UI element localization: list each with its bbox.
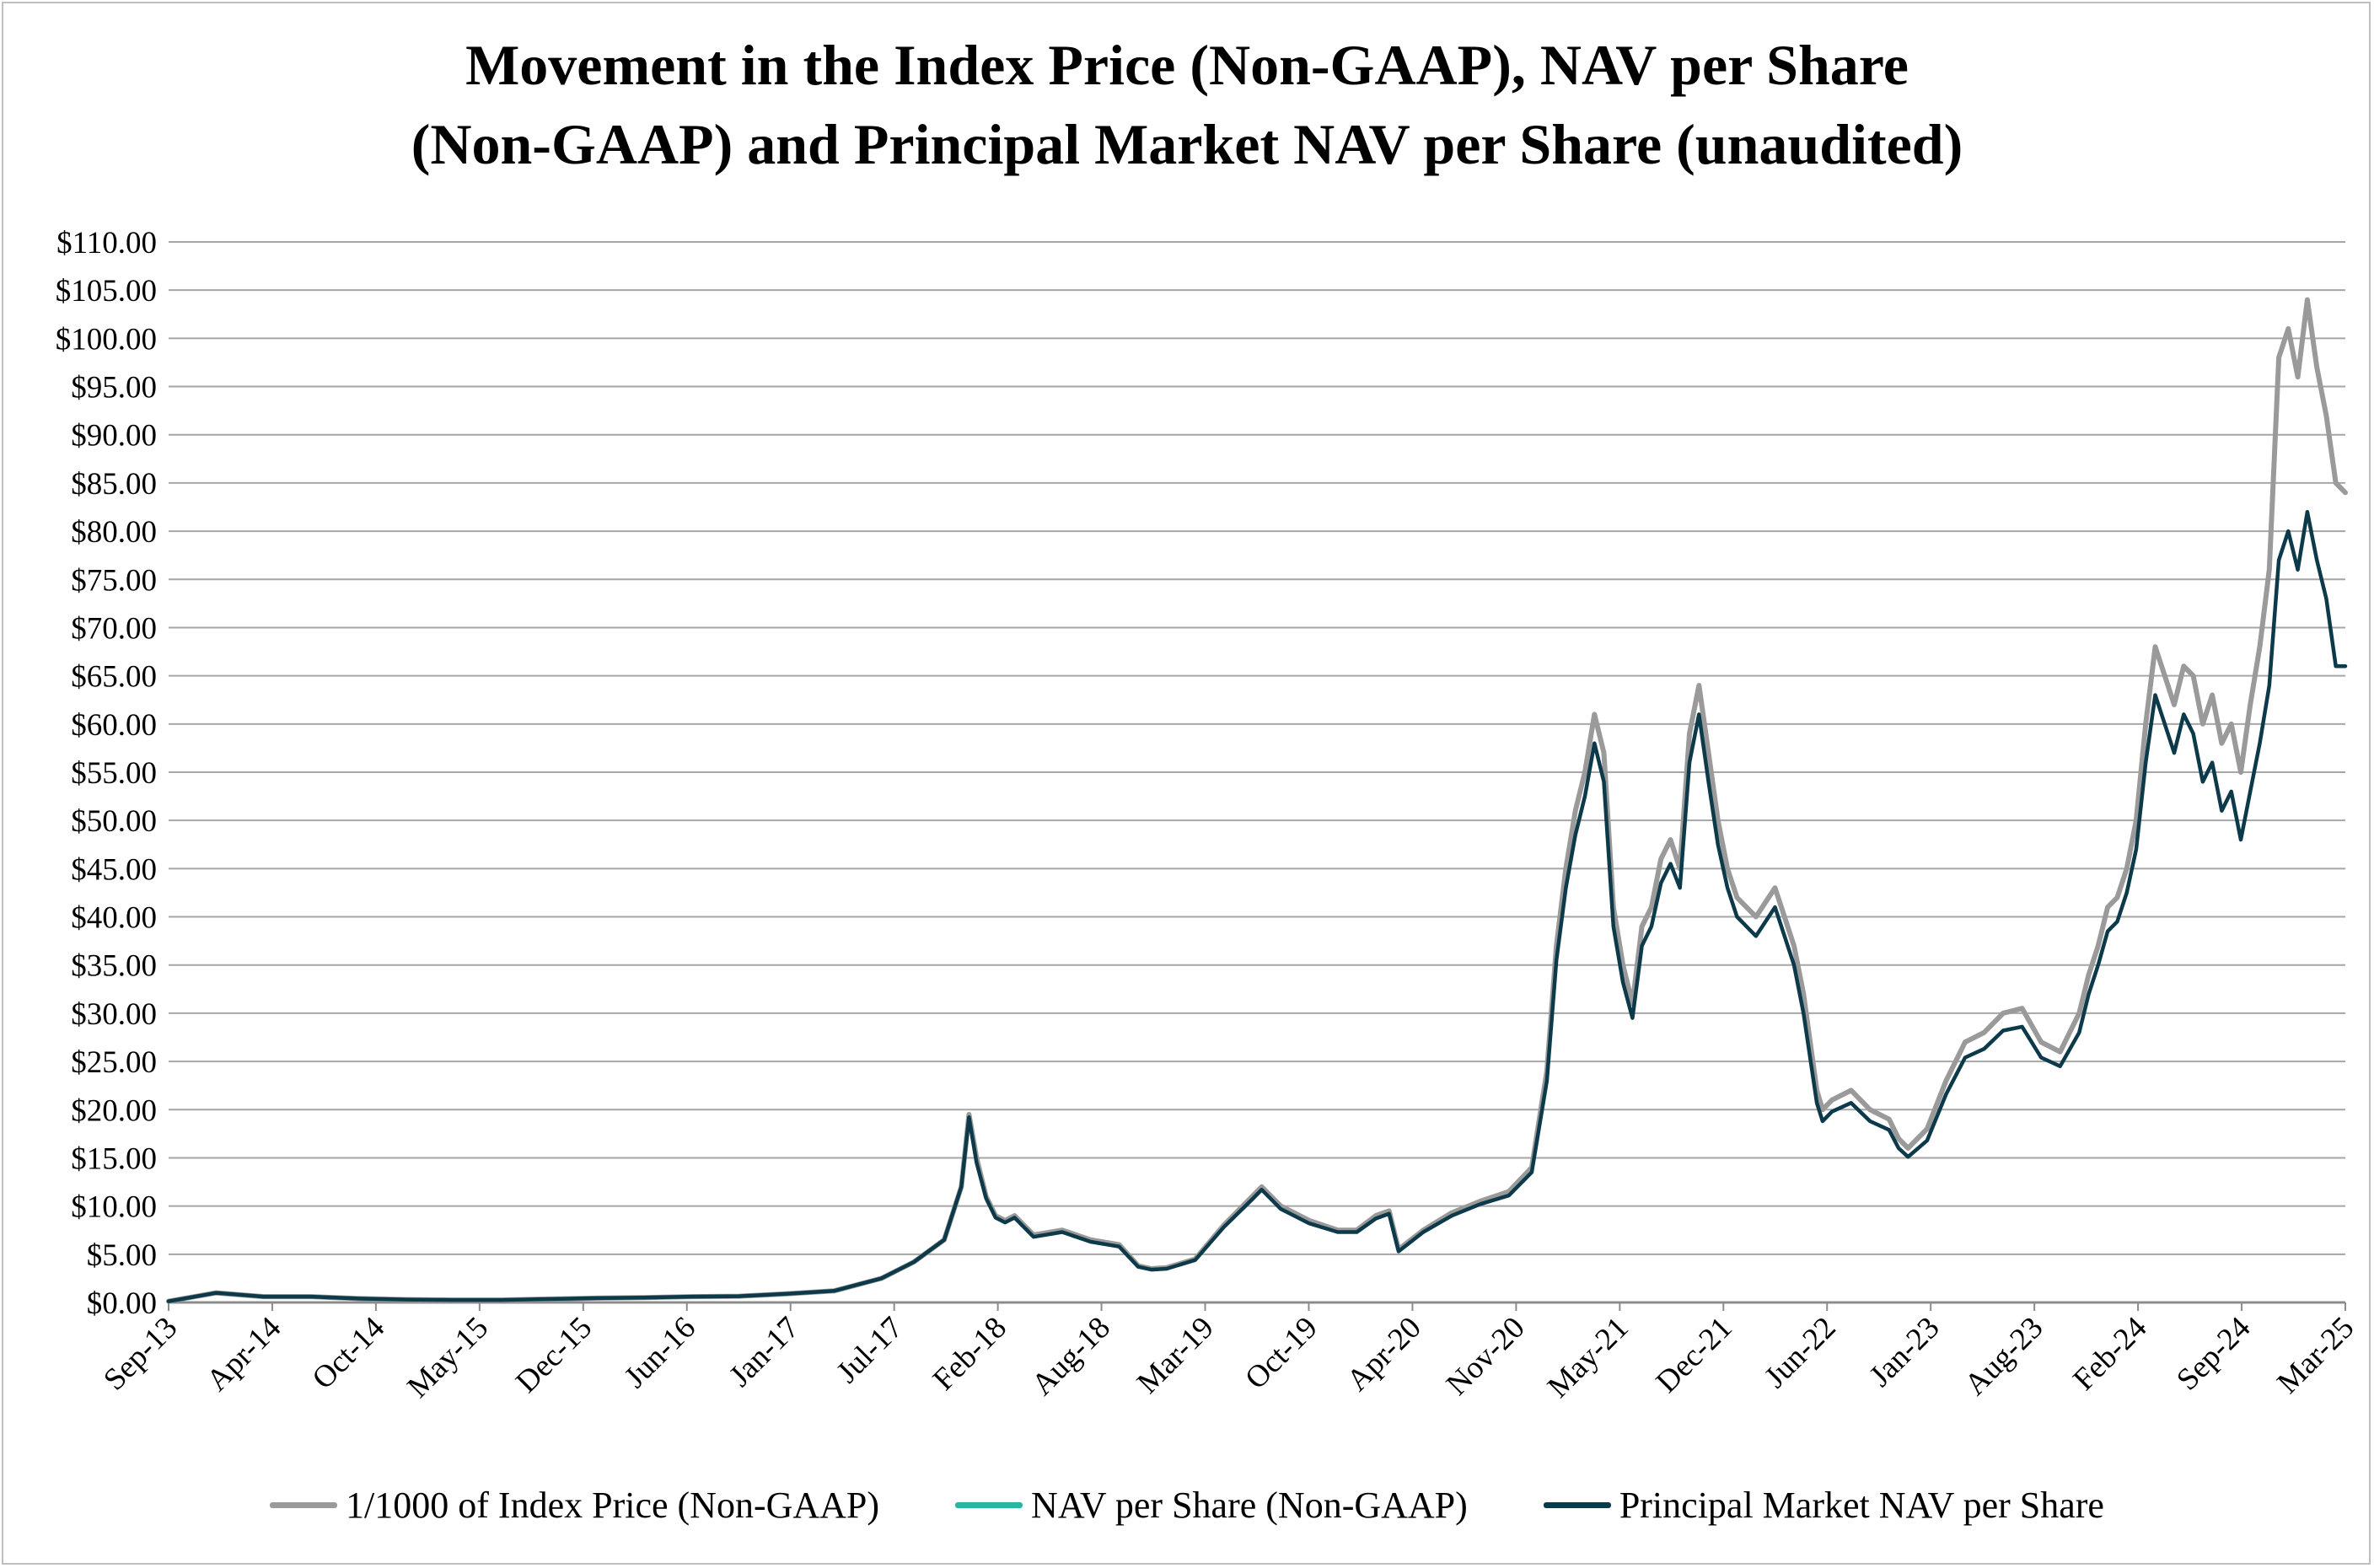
- series-line-principal-market-nav: [166, 509, 2348, 1303]
- y-tick-label: $75.00: [71, 563, 157, 598]
- x-tick-label: Jun-22: [1758, 1310, 1842, 1394]
- y-tick-label: $30.00: [71, 997, 157, 1032]
- y-tick-label: $5.00: [87, 1238, 157, 1273]
- x-tick-label: Apr-20: [1340, 1310, 1428, 1398]
- x-tick-label: Nov-20: [1440, 1310, 1532, 1402]
- y-tick-label: $85.00: [71, 467, 157, 502]
- x-tick-label: Oct-19: [1238, 1310, 1324, 1396]
- chart-title-line-2: (Non-GAAP) and Principal Market NAV per …: [411, 112, 1963, 176]
- legend-item-nav-per-share: NAV per Share (Non-GAAP): [955, 1484, 1468, 1527]
- y-tick-label: $15.00: [71, 1141, 157, 1176]
- y-tick-label: $100.00: [56, 322, 157, 357]
- x-tick-label: Jul-17: [830, 1310, 910, 1389]
- x-tick-label: Feb-18: [927, 1310, 1013, 1397]
- x-tick-label: Feb-24: [2066, 1310, 2153, 1397]
- legend-label-nav-per-share: NAV per Share (Non-GAAP): [1031, 1484, 1468, 1526]
- x-tick-label: Mar-19: [1131, 1310, 1221, 1400]
- y-tick-label: $45.00: [71, 852, 157, 887]
- y-tick-label: $80.00: [71, 515, 157, 550]
- y-axis-tick-labels: $0.00 $5.00 $10.00 $15.00 $20.00 $25.00 $30.00…: [56, 226, 157, 1321]
- x-tick-label: Jun-16: [618, 1310, 702, 1394]
- legend-item-principal-market-nav: Principal Market NAV per Share: [1543, 1484, 2104, 1527]
- y-tick-label: $95.00: [71, 371, 157, 405]
- y-tick-label: $10.00: [71, 1190, 157, 1225]
- y-tick-label: $40.00: [71, 901, 157, 936]
- x-tick-label: Aug-18: [1025, 1310, 1117, 1402]
- x-tick-label: Dec-15: [509, 1310, 599, 1399]
- x-tick-label: Sep-24: [2170, 1310, 2257, 1397]
- legend-swatch-principal-market-nav: [1543, 1501, 1611, 1508]
- y-tick-label: $50.00: [71, 804, 157, 839]
- y-tick-label: $70.00: [71, 611, 157, 646]
- chart-title-line-1: Movement in the Index Price (Non-GAAP), …: [465, 33, 1909, 97]
- series-lines: [166, 297, 2348, 1304]
- x-tick-label: Jan-23: [1863, 1310, 1947, 1393]
- y-tick-label: $110.00: [56, 226, 157, 260]
- y-tick-label: $55.00: [71, 756, 157, 791]
- legend-label-index-price: 1/1000 of Index Price (Non-GAAP): [346, 1484, 880, 1526]
- x-tick-label: Jan-17: [722, 1310, 806, 1393]
- x-axis-tick-labels: Sep-13 Apr-14 Oct-14 May-15 Dec-15 Jun-16 Jan-…: [97, 1310, 2361, 1404]
- series-line-nav-per-share: [167, 510, 2347, 1303]
- x-tick-label: Sep-13: [97, 1310, 184, 1397]
- y-tick-label: $20.00: [71, 1093, 157, 1128]
- y-tick-label: $60.00: [71, 708, 157, 743]
- y-tick-label: $65.00: [71, 660, 157, 695]
- x-tick-label: May-15: [400, 1310, 495, 1404]
- chart-title: Movement in the Index Price (Non-GAAP), …: [0, 25, 2374, 184]
- series-line-index-price: [166, 297, 2348, 1304]
- y-tick-label: $25.00: [71, 1045, 157, 1080]
- legend-swatch-index-price: [270, 1501, 338, 1508]
- x-tick-label: Dec-21: [1650, 1310, 1739, 1399]
- y-tick-label: $90.00: [71, 419, 157, 454]
- x-tick-label: Mar-25: [2270, 1310, 2361, 1400]
- x-tick-label: May-21: [1541, 1310, 1635, 1404]
- legend-label-principal-market-nav: Principal Market NAV per Share: [1619, 1484, 2104, 1526]
- y-tick-label: $105.00: [56, 274, 157, 309]
- x-tick-label: Apr-14: [200, 1310, 287, 1398]
- x-tick-label: Oct-14: [306, 1310, 392, 1396]
- x-tick-label: Aug-23: [1958, 1310, 2050, 1402]
- legend-swatch-nav-per-share: [955, 1501, 1023, 1508]
- gridlines: [168, 241, 2346, 1311]
- legend: 1/1000 of Index Price (Non-GAAP) NAV per…: [0, 1479, 2374, 1530]
- legend-item-index-price: 1/1000 of Index Price (Non-GAAP): [270, 1484, 879, 1527]
- y-tick-label: $35.00: [71, 949, 157, 984]
- y-tick-label: $0.00: [87, 1286, 157, 1321]
